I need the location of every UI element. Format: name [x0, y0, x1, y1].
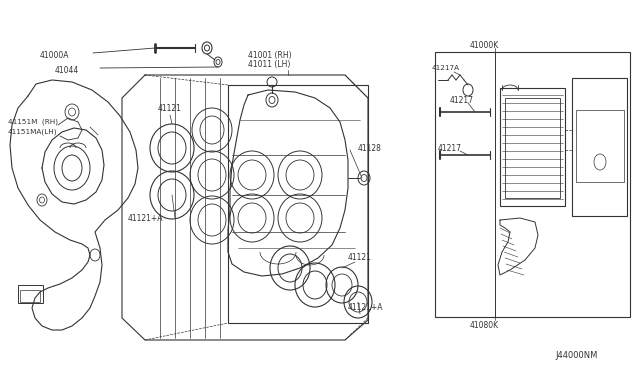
Text: 41151MA(LH): 41151MA(LH)	[8, 129, 58, 135]
Text: 41011 (LH): 41011 (LH)	[248, 60, 291, 68]
Bar	[18, 285, 43, 303]
Text: 41217A: 41217A	[432, 65, 460, 71]
Bar	[228, 85, 368, 323]
Text: 41128: 41128	[358, 144, 382, 153]
Text: 41121+A: 41121+A	[348, 304, 383, 312]
Bar	[505, 98, 560, 198]
Text: 41217: 41217	[450, 96, 474, 105]
Bar	[500, 88, 565, 206]
Text: 41151M  (RH): 41151M (RH)	[8, 119, 58, 125]
Bar	[435, 52, 630, 317]
Bar	[572, 78, 627, 216]
Text: 41121: 41121	[158, 103, 182, 112]
Text: 41121: 41121	[348, 253, 372, 263]
Text: 41000A: 41000A	[40, 51, 70, 60]
Text: 41121+A: 41121+A	[128, 214, 163, 222]
Text: 41001 (RH): 41001 (RH)	[248, 51, 292, 60]
Text: 41000K: 41000K	[470, 41, 499, 49]
Text: 41217: 41217	[438, 144, 462, 153]
Bar	[576, 110, 624, 182]
Text: 41044: 41044	[55, 65, 79, 74]
Text: 41080K: 41080K	[470, 321, 499, 330]
Bar	[20, 290, 40, 302]
Text: J44000NM: J44000NM	[555, 350, 597, 359]
